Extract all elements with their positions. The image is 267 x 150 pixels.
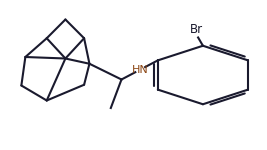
Text: HN: HN [132, 64, 149, 75]
Text: Br: Br [190, 23, 203, 36]
